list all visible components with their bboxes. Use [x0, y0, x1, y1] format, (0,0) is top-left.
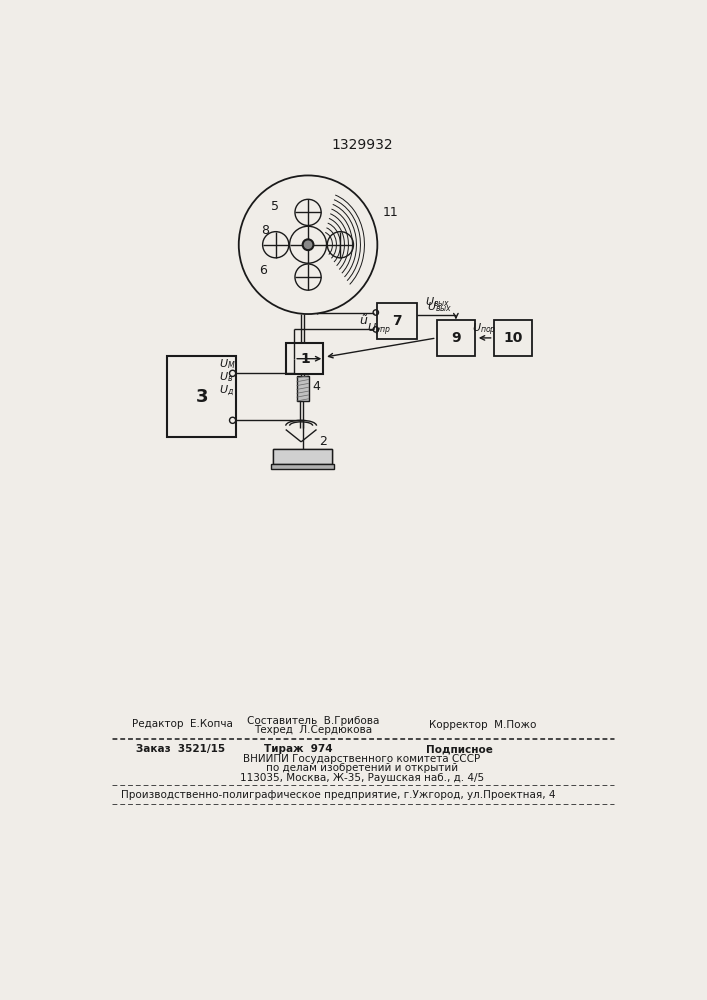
Circle shape	[303, 239, 313, 250]
Text: 10: 10	[503, 331, 522, 345]
Bar	[167, 356, 236, 437]
Text: 1: 1	[300, 352, 310, 366]
Text: 7: 7	[392, 314, 402, 328]
Text: Редактор  Е.Копча: Редактор Е.Копча	[132, 719, 233, 729]
Text: $U_д$: $U_д$	[218, 383, 234, 398]
Bar	[493, 320, 532, 356]
Bar	[271, 464, 334, 469]
Bar	[437, 320, 475, 356]
Text: 11: 11	[382, 206, 398, 219]
Text: $U_{вых}$: $U_{вых}$	[426, 295, 451, 309]
Text: 3: 3	[196, 388, 208, 406]
Text: $U_M$: $U_M$	[218, 357, 235, 371]
Bar	[377, 303, 416, 339]
Text: 8: 8	[261, 224, 269, 237]
Bar	[296, 376, 309, 401]
Text: Тираж  974: Тираж 974	[264, 744, 332, 754]
Text: Техред  Л.Сердюкова: Техред Л.Сердюкова	[255, 725, 373, 735]
Text: $U_в$: $U_в$	[218, 370, 233, 384]
Text: 9: 9	[451, 331, 461, 345]
Bar	[274, 449, 332, 464]
Text: ũ: ũ	[358, 314, 367, 327]
Text: 113035, Москва, Ж-35, Раушская наб., д. 4/5: 113035, Москва, Ж-35, Раушская наб., д. …	[240, 773, 484, 783]
Bar	[286, 343, 324, 374]
Text: 5: 5	[271, 200, 279, 213]
Text: Производственно-полиграфическое предприятие, г.Ужгород, ул.Проектная, 4: Производственно-полиграфическое предприя…	[121, 790, 556, 800]
Text: 2: 2	[319, 435, 327, 448]
Text: Корректор  М.Пожо: Корректор М.Пожо	[429, 720, 537, 730]
Text: по делам изобретений и открытий: по делам изобретений и открытий	[266, 763, 458, 773]
Bar	[274, 449, 332, 464]
Text: 6: 6	[259, 264, 267, 277]
Text: Заказ  3521/15: Заказ 3521/15	[136, 744, 226, 754]
Text: $U_{упр}$: $U_{упр}$	[368, 322, 392, 338]
Text: Подписное: Подписное	[426, 744, 493, 754]
Text: Составитель  В.Грибова: Составитель В.Грибова	[247, 716, 380, 726]
Text: $U_{пор}$: $U_{пор}$	[472, 322, 496, 338]
Text: $U_{вых}$: $U_{вых}$	[427, 300, 452, 314]
Text: 1329932: 1329932	[331, 138, 393, 152]
Text: ВНИИПИ Государственного комитета СССР: ВНИИПИ Государственного комитета СССР	[243, 754, 481, 764]
Text: 4: 4	[312, 380, 320, 393]
